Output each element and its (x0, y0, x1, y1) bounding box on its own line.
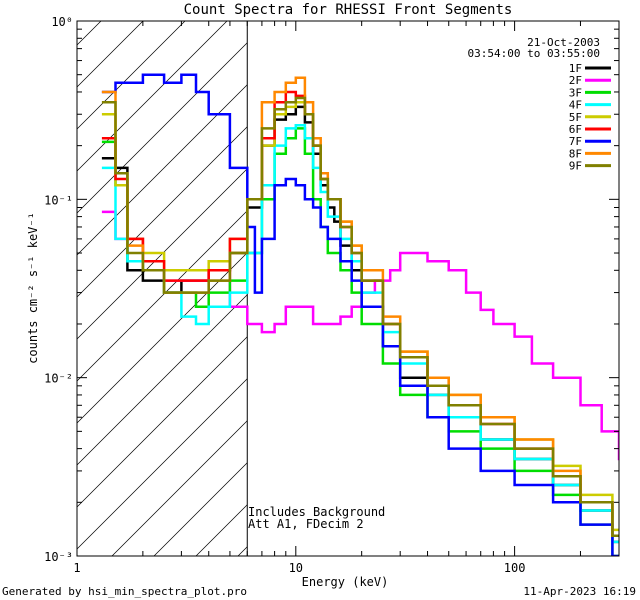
axis-ticks: 1 10 100 10⁰ 10⁻¹ 10⁻² 10⁻³ (44, 15, 620, 575)
series-group (101, 73, 619, 556)
y-tick-label: 10⁰ (51, 15, 73, 29)
hatch-line (77, 21, 144, 88)
hatch-line (0, 21, 17, 556)
x-tick-label: 100 (504, 561, 526, 575)
legend-label: 5F (569, 111, 582, 124)
x-tick-label: 10 (289, 561, 303, 575)
y-tick-label: 10⁻³ (44, 550, 73, 564)
y-axis-label: counts cm⁻² s⁻¹ keV⁻¹ (26, 212, 40, 364)
x-tick-label: 1 (73, 561, 80, 575)
footer-generator: Generated by hsi_min_spectra_plot.pro (2, 585, 247, 598)
y-tick-label: 10⁻² (44, 372, 73, 386)
time-range-label: 03:54:00 to 03:55:00 (468, 47, 600, 60)
series-7F (101, 73, 619, 556)
series-9F (101, 96, 619, 537)
annotation-background: Includes Background (248, 505, 385, 519)
legend-label: 2F (569, 74, 582, 87)
hatch-line (77, 21, 312, 256)
x-axis-label: Energy (keV) (302, 575, 389, 589)
plot-frame (76, 20, 620, 557)
legend-label: 7F (569, 135, 582, 148)
y-tick-label: 10⁻¹ (44, 193, 73, 207)
date-label: 21-Oct-2003 (527, 36, 600, 49)
hatch-line (77, 21, 228, 172)
footer-timestamp: 11-Apr-2023 16:19 (523, 585, 636, 598)
legend-label: 8F (569, 147, 582, 160)
annotation-attenuator: Att A1, FDecim 2 (248, 517, 364, 531)
chart-title: Count Spectra for RHESSI Front Segments (184, 2, 513, 18)
legend-label: 4F (569, 99, 582, 112)
legend-label: 3F (569, 86, 582, 99)
legend-label: 6F (569, 123, 582, 136)
hatch-line (77, 21, 186, 130)
hatch-line (77, 21, 270, 214)
hatch-line (615, 552, 619, 556)
legend-label: 1F (569, 62, 582, 75)
legend-label: 9F (569, 160, 582, 173)
shaded-region (0, 21, 619, 556)
